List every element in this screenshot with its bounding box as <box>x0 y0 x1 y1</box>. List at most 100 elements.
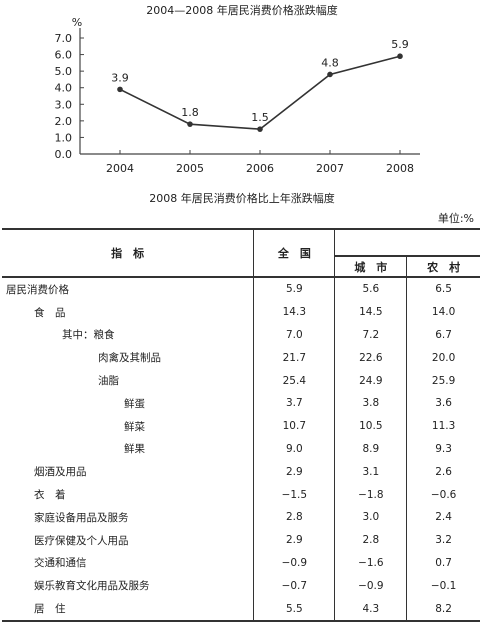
row-rural-value: −0.1 <box>430 579 457 592</box>
chart-title: 2004—2008 年居民消费价格涨跌幅度 <box>146 4 338 17</box>
row-rural-value: 8.2 <box>435 602 452 615</box>
row-city-value: 7.2 <box>334 323 408 347</box>
table-row: 其中：粮食 7.0 7.2 6.7 <box>2 323 480 347</box>
table-row: 家庭设备用品及服务 2.8 3.0 2.4 <box>2 505 480 529</box>
row-city-value: 24.9 <box>334 369 408 392</box>
table-row: 交通和通信 −0.9 −1.6 0.7 <box>2 551 480 575</box>
data-label: 3.9 <box>111 71 129 84</box>
row-indicator: 医疗保健及个人用品 <box>2 528 255 552</box>
row-indicator: 油脂 <box>2 369 255 392</box>
row-rural-value: 6.7 <box>435 328 452 341</box>
data-label: 1.8 <box>181 106 199 119</box>
row-national-value: 5.5 <box>253 597 336 621</box>
row-indicator: 肉禽及其制品 <box>2 346 255 370</box>
row-national-value: −0.9 <box>253 551 336 575</box>
row-rural-value: −0.6 <box>430 488 457 501</box>
x-tick-label: 2006 <box>246 162 274 175</box>
y-tick-label: 3.0 <box>55 98 73 111</box>
row-rural-value: 0.7 <box>435 556 452 569</box>
row-indicator: 居民消费价格 <box>2 277 255 301</box>
header-national: 全 国 <box>253 229 336 277</box>
x-tick-label: 2008 <box>386 162 414 175</box>
data-point <box>187 121 193 127</box>
row-city-value: −1.8 <box>334 483 408 506</box>
row-indicator: 鲜菜 <box>2 414 255 438</box>
table-row: 鲜蛋 3.7 3.8 3.6 <box>2 391 480 415</box>
row-indicator: 居 住 <box>2 597 255 621</box>
data-point <box>327 71 333 78</box>
row-city-value: −0.9 <box>334 574 408 598</box>
row-city-value: 3.0 <box>334 505 408 529</box>
data-label: 5.9 <box>391 38 409 51</box>
data-point <box>257 126 263 132</box>
row-rural-value: 20.0 <box>431 351 456 364</box>
y-tick-label: 6.0 <box>55 49 73 62</box>
y-axis-unit: % <box>72 16 82 29</box>
row-city-value: 8.9 <box>334 437 408 461</box>
row-city-value: 10.5 <box>334 414 408 438</box>
x-tick-label: 2004 <box>106 162 134 175</box>
row-city-value: 14.5 <box>334 300 408 324</box>
row-indicator: 鲜果 <box>2 437 255 461</box>
row-rural-value: 3.2 <box>435 534 452 547</box>
row-rural-value: 11.3 <box>431 420 456 433</box>
row-rural-value: 2.6 <box>435 465 452 478</box>
row-national-value: 9.0 <box>253 437 336 461</box>
table-title: 2008 年居民消费价格比上年涨跌幅度 <box>149 192 335 205</box>
row-city-value: 22.6 <box>334 346 408 370</box>
table-row: 油脂 25.4 24.9 25.9 <box>2 369 480 392</box>
table-header: 指 标 全 国 城 市 农 村 <box>2 229 480 277</box>
row-rural-value: 9.3 <box>435 442 452 455</box>
row-indicator: 娱乐教育文化用品及服务 <box>2 574 255 598</box>
y-tick-label: 2.0 <box>55 115 73 128</box>
table-body: 居民消费价格 5.9 5.6 6.5 食 品 14.3 14.5 14.0 其中：粮食 7.0 7.… <box>2 277 480 621</box>
row-rural-value: 25.9 <box>431 374 456 387</box>
row-national-value: −0.7 <box>253 574 336 598</box>
row-indicator: 衣 着 <box>2 483 255 506</box>
row-national-value: 25.4 <box>253 369 336 392</box>
row-national-value: 10.7 <box>253 414 336 438</box>
header-city: 城 市 <box>334 256 408 277</box>
row-rural-value: 14.0 <box>431 306 456 319</box>
row-indicator: 交通和通信 <box>2 551 255 575</box>
row-rural-value: 3.6 <box>435 397 452 410</box>
line-chart: % 7.0 6.0 5.0 4.0 3.0 2.0 1.0 0.0 2004 2005 2006 200… <box>55 16 420 175</box>
row-city-value: 4.3 <box>334 597 408 621</box>
table-row: 鲜菜 10.7 10.5 11.3 <box>2 414 480 438</box>
table-row: 鲜果 9.0 8.9 9.3 <box>2 437 480 461</box>
row-city-value: −1.6 <box>334 551 408 575</box>
table-row: 衣 着 −1.5 −1.8 −0.6 <box>2 483 480 506</box>
price-table: 指 标 全 国 城 市 农 村 居民消费价格 5.9 5.6 6.5 食 品 14.3 14… <box>2 228 480 622</box>
row-indicator: 鲜蛋 <box>2 391 255 415</box>
data-point <box>397 53 403 60</box>
row-city-value: 2.8 <box>334 528 408 552</box>
table-row: 肉禽及其制品 21.7 22.6 20.0 <box>2 346 480 370</box>
row-city-value: 3.8 <box>334 391 408 415</box>
table-row: 烟酒及用品 2.9 3.1 2.6 <box>2 460 480 484</box>
table-row: 居 住 5.5 4.3 8.2 <box>2 597 480 621</box>
y-tick-label: 4.0 <box>55 82 73 95</box>
row-national-value: 2.9 <box>253 460 336 484</box>
header-rural: 农 村 <box>427 260 461 274</box>
y-tick-label: 0.0 <box>55 148 73 161</box>
row-national-value: 14.3 <box>253 300 336 324</box>
header-group-blank <box>334 229 480 257</box>
data-point <box>117 86 123 93</box>
table-row: 医疗保健及个人用品 2.9 2.8 3.2 <box>2 528 480 552</box>
y-tick-label: 1.0 <box>55 131 73 144</box>
x-tick-label: 2005 <box>176 162 204 175</box>
row-national-value: 2.8 <box>253 505 336 529</box>
table-row: 居民消费价格 5.9 5.6 6.5 <box>2 277 480 301</box>
data-label: 1.5 <box>251 111 269 124</box>
row-indicator: 家庭设备用品及服务 <box>2 505 255 529</box>
data-label: 4.8 <box>321 56 339 69</box>
row-indicator: 其中：粮食 <box>2 323 255 347</box>
row-rural-value: 6.5 <box>435 283 452 296</box>
y-tick-label: 7.0 <box>55 32 73 45</box>
header-indicator: 指 标 <box>2 229 255 277</box>
unit-label: 单位:% <box>437 212 474 225</box>
row-national-value: 21.7 <box>253 346 336 370</box>
row-rural-value: 2.4 <box>435 511 452 524</box>
row-city-value: 3.1 <box>334 460 408 484</box>
row-national-value: 2.9 <box>253 528 336 552</box>
